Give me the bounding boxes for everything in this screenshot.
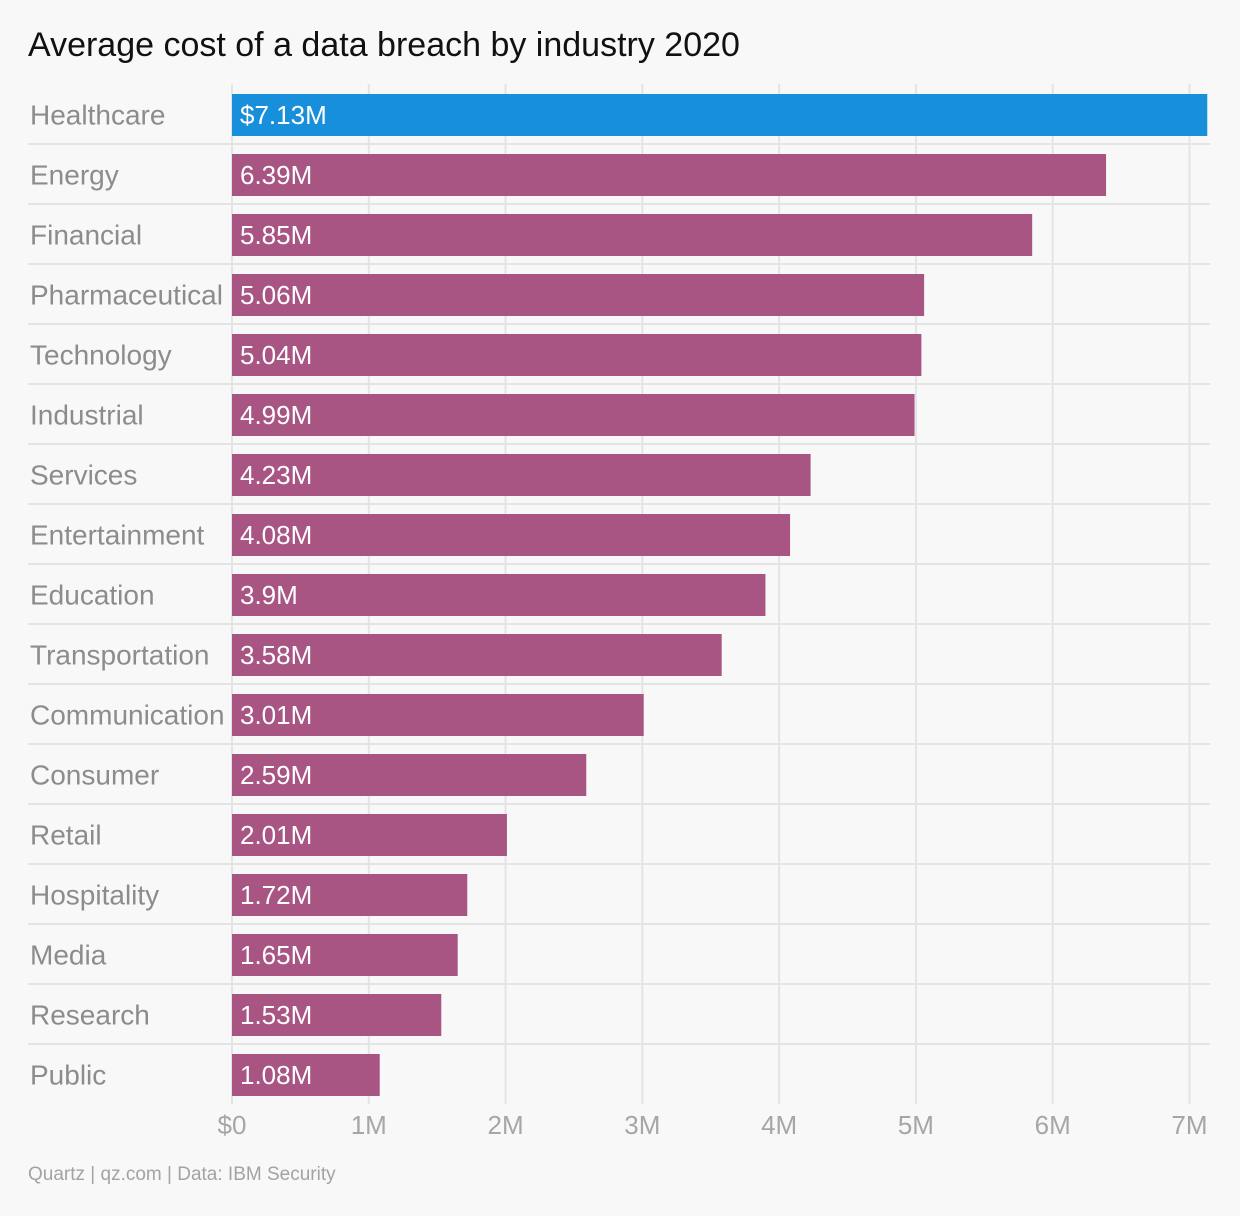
category-label: Media	[30, 940, 107, 971]
category-label: Financial	[30, 220, 142, 251]
category-label: Healthcare	[30, 100, 165, 131]
bar-research	[232, 994, 442, 1036]
category-label: Hospitality	[30, 880, 159, 911]
x-tick-label: 2M	[488, 1110, 524, 1140]
labels-layer: Healthcare $7.13M Energy 6.39M Financial 5.85…	[30, 100, 327, 1091]
source-note: Quartz | qz.com | Data: IBM Security	[28, 1164, 336, 1185]
x-tick-label: 4M	[761, 1110, 797, 1140]
x-tick-label: 7M	[1171, 1110, 1207, 1140]
data-label: 4.99M	[240, 400, 312, 430]
data-label: 3.58M	[240, 640, 312, 670]
bar-industrial	[232, 394, 915, 436]
bar-financial	[232, 214, 1033, 256]
bar-entertainment	[232, 514, 791, 556]
category-label: Consumer	[30, 760, 159, 791]
bar-communication	[232, 694, 644, 736]
category-label: Pharmaceutical	[30, 280, 223, 311]
bar-hospitality	[232, 874, 468, 916]
data-label: 4.23M	[240, 460, 312, 490]
data-label: 3.01M	[240, 700, 312, 730]
category-label: Industrial	[30, 400, 144, 431]
data-label: $7.13M	[240, 100, 327, 130]
category-label: Services	[30, 460, 137, 491]
category-label: Energy	[30, 160, 119, 191]
bar-retail	[232, 814, 507, 856]
bar-pharmaceutical	[232, 274, 925, 316]
data-label: 6.39M	[240, 160, 312, 190]
data-label: 5.04M	[240, 340, 312, 370]
category-label: Research	[30, 1000, 150, 1031]
data-label: 4.08M	[240, 520, 312, 550]
data-label: 2.01M	[240, 820, 312, 850]
bar-media	[232, 934, 458, 976]
x-tick-label: $0	[218, 1110, 247, 1140]
bar-public	[232, 1054, 380, 1096]
data-label: 2.59M	[240, 760, 312, 790]
bar-services	[232, 454, 811, 496]
x-tick-label: 3M	[624, 1110, 660, 1140]
data-label: 1.65M	[240, 940, 312, 970]
x-tick-label: 6M	[1035, 1110, 1071, 1140]
category-label: Education	[30, 580, 155, 611]
data-label: 1.08M	[240, 1060, 312, 1090]
data-label: 1.53M	[240, 1000, 312, 1030]
bar-education	[232, 574, 766, 616]
category-label: Technology	[30, 340, 172, 371]
category-label: Public	[30, 1060, 106, 1091]
data-label: 3.9M	[240, 580, 298, 610]
category-label: Transportation	[30, 640, 210, 671]
x-tick-label: 5M	[898, 1110, 934, 1140]
bars-layer	[232, 94, 1208, 1096]
bar-transportation	[232, 634, 722, 676]
data-label: 1.72M	[240, 880, 312, 910]
bar-technology	[232, 334, 922, 376]
bar-energy	[232, 154, 1107, 196]
bar-consumer	[232, 754, 587, 796]
data-label: 5.06M	[240, 280, 312, 310]
x-tick-label: 1M	[351, 1110, 387, 1140]
x-axis-ticks: $0 1M 2M 3M 4M 5M 6M 7M	[218, 1110, 1208, 1140]
chart-title: Average cost of a data breach by industr…	[28, 26, 740, 64]
category-label: Retail	[30, 820, 102, 851]
data-label: 5.85M	[240, 220, 312, 250]
category-label: Entertainment	[30, 520, 205, 551]
category-label: Communication	[30, 700, 225, 731]
bar-healthcare	[232, 94, 1208, 136]
